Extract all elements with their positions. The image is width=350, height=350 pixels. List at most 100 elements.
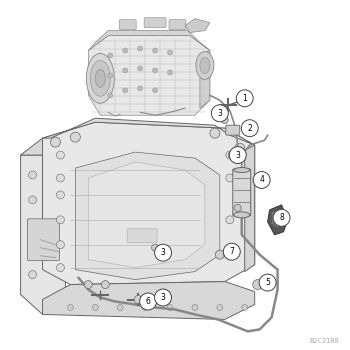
Circle shape: [234, 204, 241, 211]
Text: 8: 8: [279, 214, 284, 222]
Circle shape: [108, 73, 113, 78]
Ellipse shape: [90, 61, 110, 96]
Circle shape: [108, 53, 113, 58]
FancyBboxPatch shape: [28, 219, 60, 261]
Circle shape: [140, 293, 156, 310]
Circle shape: [241, 120, 258, 136]
Ellipse shape: [200, 57, 210, 74]
Ellipse shape: [234, 168, 250, 173]
Ellipse shape: [86, 54, 114, 103]
Circle shape: [56, 174, 64, 182]
Polygon shape: [88, 30, 210, 50]
Text: 6: 6: [146, 297, 150, 306]
Circle shape: [138, 86, 143, 91]
Circle shape: [123, 68, 128, 73]
FancyBboxPatch shape: [233, 169, 251, 216]
Text: 3: 3: [235, 150, 240, 160]
Text: 2: 2: [247, 124, 252, 133]
Circle shape: [211, 105, 228, 122]
Circle shape: [123, 48, 128, 53]
Circle shape: [29, 171, 36, 179]
FancyBboxPatch shape: [119, 20, 136, 30]
Text: B2C3188: B2C3188: [310, 338, 340, 344]
Circle shape: [138, 66, 143, 71]
Circle shape: [229, 147, 246, 163]
Circle shape: [123, 88, 128, 93]
Text: 4: 4: [259, 175, 264, 184]
Circle shape: [273, 209, 290, 226]
Text: 5: 5: [265, 278, 270, 287]
Circle shape: [50, 137, 61, 147]
Circle shape: [29, 246, 36, 254]
Polygon shape: [200, 50, 210, 108]
Polygon shape: [88, 36, 210, 115]
Polygon shape: [43, 282, 255, 320]
Circle shape: [117, 304, 123, 310]
FancyBboxPatch shape: [127, 229, 157, 243]
Circle shape: [56, 241, 64, 249]
Circle shape: [192, 304, 198, 310]
Circle shape: [92, 304, 98, 310]
Circle shape: [226, 251, 234, 259]
Text: 3: 3: [161, 293, 166, 302]
Circle shape: [253, 280, 262, 289]
Polygon shape: [75, 152, 220, 280]
Circle shape: [236, 90, 253, 107]
Circle shape: [56, 151, 64, 159]
Polygon shape: [88, 162, 205, 268]
Circle shape: [155, 244, 172, 261]
Circle shape: [217, 304, 223, 310]
Circle shape: [108, 93, 113, 98]
Circle shape: [134, 295, 142, 303]
Circle shape: [29, 221, 36, 229]
Circle shape: [101, 281, 109, 288]
Circle shape: [226, 174, 234, 182]
Circle shape: [56, 264, 64, 272]
FancyBboxPatch shape: [226, 125, 240, 135]
Circle shape: [210, 128, 220, 138]
Circle shape: [168, 50, 173, 55]
Circle shape: [215, 250, 224, 259]
Polygon shape: [245, 145, 255, 272]
Circle shape: [153, 48, 158, 53]
Circle shape: [56, 191, 64, 199]
Circle shape: [235, 143, 245, 153]
Circle shape: [167, 304, 173, 310]
Circle shape: [138, 46, 143, 51]
Circle shape: [68, 304, 74, 310]
Circle shape: [152, 244, 159, 251]
FancyBboxPatch shape: [144, 18, 166, 28]
Polygon shape: [43, 122, 255, 285]
Polygon shape: [21, 138, 65, 175]
Polygon shape: [185, 19, 210, 33]
Circle shape: [84, 281, 92, 288]
Circle shape: [70, 132, 80, 142]
Polygon shape: [272, 210, 284, 228]
Circle shape: [153, 88, 158, 93]
Circle shape: [253, 172, 270, 188]
Circle shape: [142, 304, 148, 310]
Circle shape: [226, 151, 234, 159]
Circle shape: [29, 196, 36, 204]
Text: 3: 3: [161, 248, 166, 257]
Circle shape: [223, 243, 240, 260]
Text: 7: 7: [229, 247, 234, 256]
Polygon shape: [43, 118, 255, 145]
Circle shape: [242, 304, 248, 310]
Circle shape: [56, 216, 64, 224]
Text: 3: 3: [217, 109, 222, 118]
Circle shape: [259, 274, 276, 291]
Circle shape: [153, 68, 158, 73]
Text: 1: 1: [242, 94, 247, 103]
Ellipse shape: [234, 212, 250, 218]
Circle shape: [155, 289, 172, 306]
Circle shape: [226, 216, 234, 224]
Circle shape: [221, 117, 228, 124]
Ellipse shape: [196, 51, 214, 79]
Polygon shape: [21, 155, 65, 314]
Circle shape: [29, 271, 36, 279]
Polygon shape: [268, 205, 288, 235]
FancyBboxPatch shape: [169, 20, 186, 30]
Ellipse shape: [95, 69, 105, 88]
Circle shape: [228, 152, 235, 159]
